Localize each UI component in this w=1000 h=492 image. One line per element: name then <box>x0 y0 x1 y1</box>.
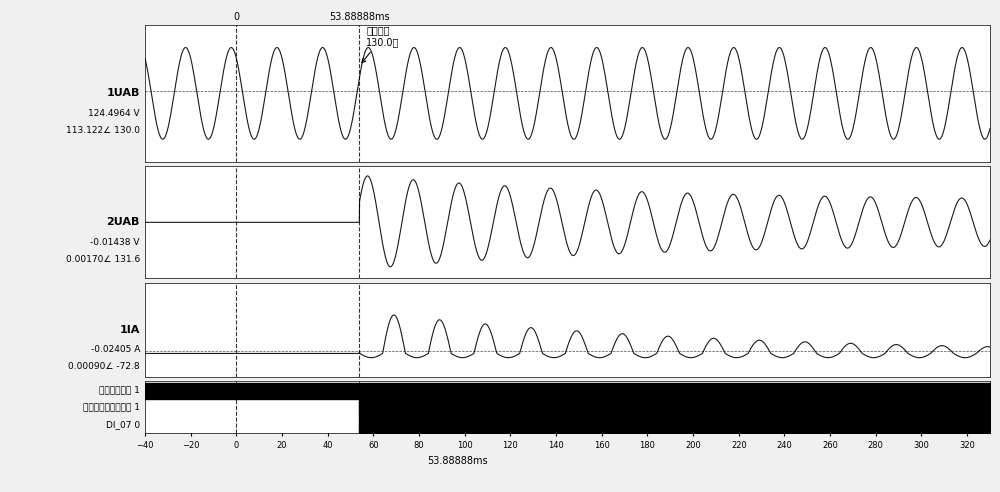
Text: 53.88888ms: 53.88888ms <box>329 12 390 22</box>
X-axis label: 53.88888ms: 53.88888ms <box>427 456 488 466</box>
Text: 0.00170∠ 131.6: 0.00170∠ 131.6 <box>66 255 140 264</box>
Text: 124.4964 V: 124.4964 V <box>88 109 140 118</box>
Text: -0.01438 V: -0.01438 V <box>90 238 140 246</box>
Text: 0: 0 <box>233 12 239 22</box>
Text: 合闸相角
130.0度: 合闸相角 130.0度 <box>362 26 400 62</box>
Text: 装置发合闸出口至零 1: 装置发合闸出口至零 1 <box>83 402 140 412</box>
Text: 2UAB: 2UAB <box>107 217 140 227</box>
Text: DI_07 0: DI_07 0 <box>106 420 140 429</box>
Text: 113.122∠ 130.0: 113.122∠ 130.0 <box>66 126 140 135</box>
Text: 1IA: 1IA <box>120 325 140 335</box>
Text: 0.00090∠ -72.8: 0.00090∠ -72.8 <box>68 362 140 371</box>
Text: 合闸启动信号 1: 合闸启动信号 1 <box>99 385 140 395</box>
Text: 1UAB: 1UAB <box>107 89 140 98</box>
Text: -0.02405 A: -0.02405 A <box>91 345 140 354</box>
